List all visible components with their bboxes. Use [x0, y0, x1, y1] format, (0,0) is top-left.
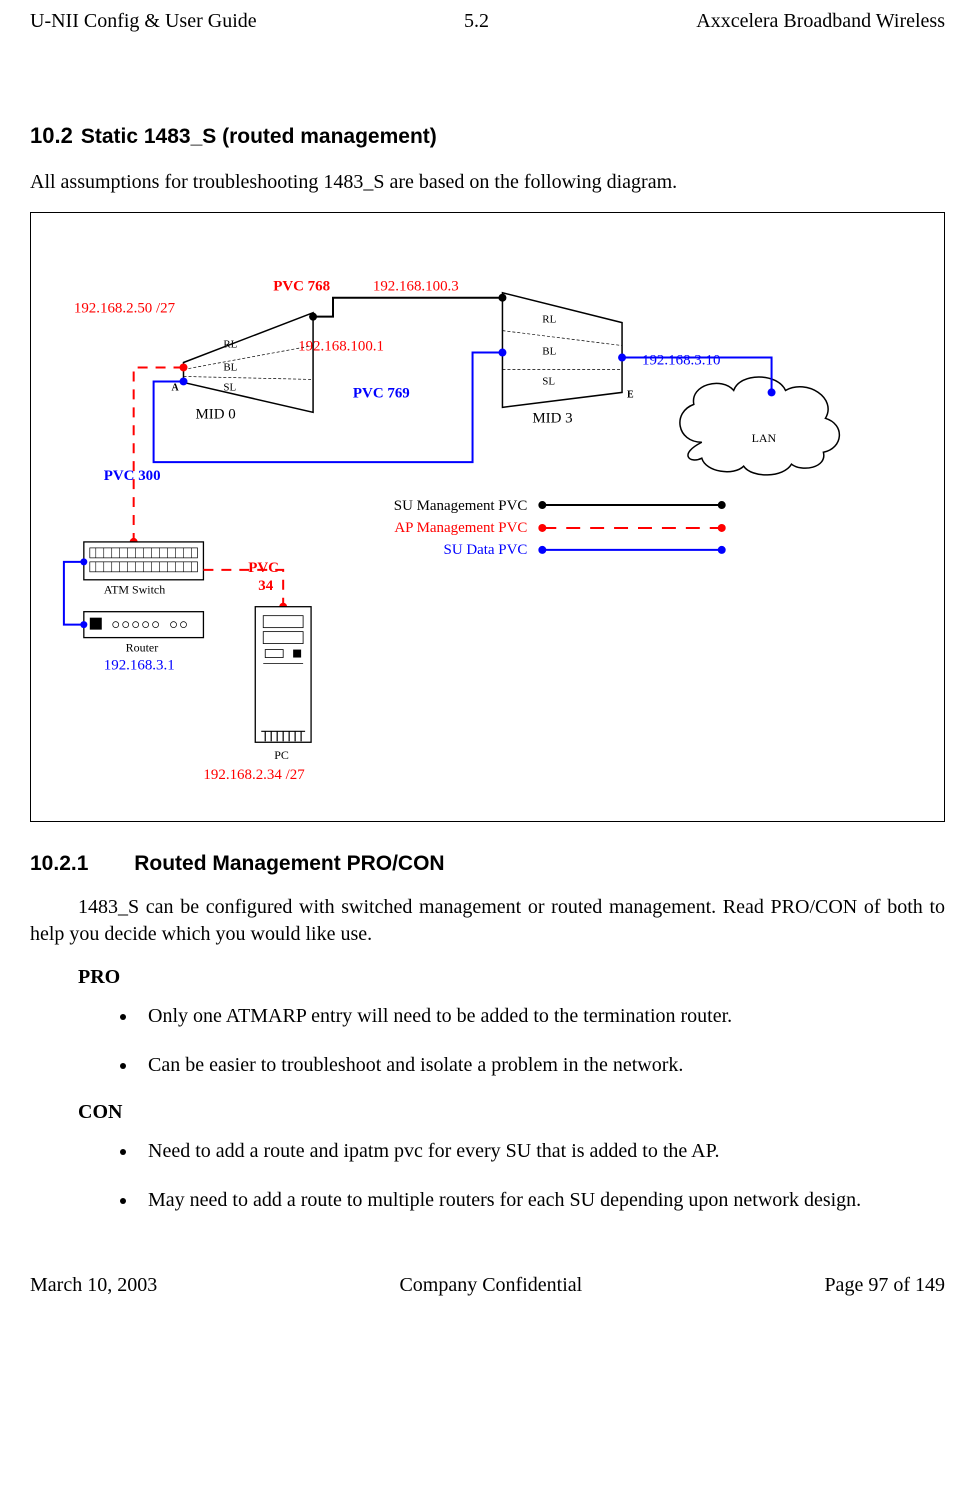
ip3-1-label: 192.168.3.1: [104, 657, 175, 673]
list-item: Only one ATMARP entry will need to be ad…: [138, 1003, 945, 1030]
a-label: A: [172, 382, 180, 393]
pvc300-text-1: PVC 300: [104, 468, 161, 484]
pc-label: PC: [274, 748, 289, 762]
pvc769-label: PVC 769: [353, 385, 410, 401]
footer-center: Company Confidential: [399, 1274, 582, 1297]
ap-device: RL BL SL A MID 0: [172, 313, 314, 423]
pro-heading: PRO: [78, 966, 945, 989]
pvc34-text-2: 34: [258, 578, 273, 594]
legend-ap-mgmt: AP Management PVC: [394, 520, 527, 536]
atm-label: ATM Switch: [104, 583, 165, 597]
list-item: Can be easier to troubleshoot and isolat…: [138, 1052, 945, 1079]
router-label: Router: [126, 641, 159, 655]
subsection-number: 10.2.1: [30, 852, 88, 875]
pvc300-line: [130, 364, 188, 546]
diagram-svg: RL BL SL A MID 0 RL BL SL E MID 3 LAN: [31, 213, 944, 821]
bl-label-r: BL: [542, 346, 556, 358]
pvc34-text-1: PVC: [248, 560, 279, 576]
header-right: Axxcelera Broadband Wireless: [696, 10, 945, 33]
footer-left: March 10, 2003: [30, 1274, 157, 1297]
rl-label: RL: [223, 339, 237, 351]
section-intro: All assumptions for troubleshooting 1483…: [30, 169, 945, 196]
pc-tower: PC: [255, 607, 311, 762]
page-footer: March 10, 2003 Company Confidential Page…: [30, 1274, 945, 1297]
sl-label-r: SL: [542, 375, 555, 387]
su-device: RL BL SL E MID 3: [502, 293, 634, 427]
con-heading: CON: [78, 1101, 945, 1124]
legend-su-data: SU Data PVC: [444, 542, 528, 558]
atm-switch: ATM Switch: [84, 542, 204, 597]
mid0-label: MID 0: [195, 406, 235, 422]
sl-label: SL: [223, 381, 236, 393]
footer-right: Page 97 of 149: [824, 1274, 945, 1297]
subsection-heading: 10.2.1 Routed Management PRO/CON: [30, 852, 945, 876]
section-title: Static 1483_S (routed management): [81, 125, 437, 148]
mid3-label: MID 3: [532, 410, 572, 426]
pvc768-label: PVC 768: [273, 279, 330, 295]
pvc34-line: [203, 570, 287, 611]
ip100-1-label: 192.168.100.1: [298, 339, 384, 355]
lan-cloud: LAN: [680, 377, 839, 475]
ip3-10-label: 192.168.3.10: [642, 353, 720, 369]
bl-label: BL: [223, 361, 237, 373]
pvc768-line: [309, 294, 506, 321]
con-list: Need to add a route and ipatm pvc for ev…: [30, 1138, 945, 1214]
ip2-34-label: 192.168.2.34 /27: [203, 767, 305, 783]
lan-label: LAN: [752, 431, 777, 445]
pro-list: Only one ATMARP entry will need to be ad…: [30, 1003, 945, 1079]
ip2-50-label: 192.168.2.50 /27: [74, 301, 176, 317]
section-number: 10.2: [30, 123, 73, 148]
e-label: E: [627, 389, 634, 400]
rl-label-r: RL: [542, 314, 556, 326]
network-diagram: RL BL SL A MID 0 RL BL SL E MID 3 LAN: [30, 212, 945, 822]
header-center: 5.2: [464, 10, 489, 33]
document-page: U-NII Config & User Guide 5.2 Axxcelera …: [0, 0, 975, 1317]
list-item: Need to add a route and ipatm pvc for ev…: [138, 1138, 945, 1165]
ip100-3-label: 192.168.100.3: [373, 279, 459, 295]
section-heading: 10.2 Static 1483_S (routed management): [30, 123, 945, 149]
header-left: U-NII Config & User Guide: [30, 10, 257, 33]
router: Router: [84, 612, 204, 655]
legend: SU Management PVC AP Management PVC SU D…: [394, 498, 726, 558]
legend-su-mgmt: SU Management PVC: [394, 498, 528, 514]
subsection-title: Routed Management PRO/CON: [134, 852, 444, 875]
page-header: U-NII Config & User Guide 5.2 Axxcelera …: [30, 10, 945, 33]
subsection-para: 1483_S can be configured with switched m…: [30, 894, 945, 948]
list-item: May need to add a route to multiple rout…: [138, 1187, 945, 1214]
